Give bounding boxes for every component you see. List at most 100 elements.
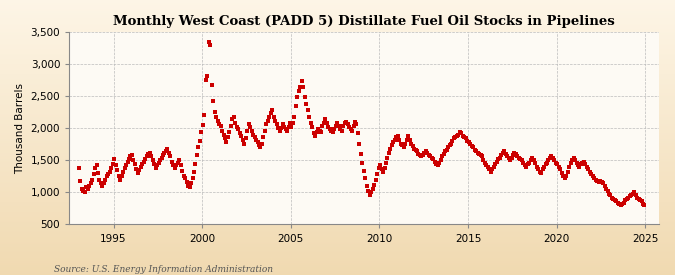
Point bbox=[539, 164, 549, 169]
Point bbox=[490, 162, 501, 166]
Bar bbox=[0, 7, 675, 9]
Point bbox=[520, 163, 531, 168]
Point bbox=[147, 158, 158, 163]
Bar bbox=[0, 127, 675, 128]
Point bbox=[439, 149, 450, 153]
Bar bbox=[0, 249, 675, 250]
Point bbox=[131, 167, 142, 172]
Point bbox=[412, 149, 423, 153]
Point bbox=[581, 164, 592, 169]
Bar bbox=[0, 183, 675, 184]
Point bbox=[270, 118, 281, 123]
Point bbox=[373, 166, 384, 170]
Point bbox=[610, 198, 620, 202]
Bar bbox=[0, 111, 675, 112]
Point bbox=[376, 167, 387, 172]
Point bbox=[536, 171, 547, 175]
Point bbox=[447, 139, 458, 143]
Bar bbox=[0, 101, 675, 102]
Bar bbox=[0, 119, 675, 120]
Point bbox=[358, 168, 369, 173]
Bar bbox=[0, 201, 675, 202]
Bar bbox=[0, 215, 675, 216]
Bar bbox=[0, 55, 675, 56]
Bar bbox=[0, 33, 675, 34]
Point bbox=[338, 123, 348, 128]
Bar bbox=[0, 237, 675, 238]
Point bbox=[506, 156, 517, 160]
Point bbox=[468, 145, 479, 150]
Bar bbox=[0, 45, 675, 46]
Point bbox=[138, 160, 149, 164]
Point bbox=[452, 134, 462, 138]
Bar bbox=[0, 194, 675, 196]
Bar bbox=[0, 81, 675, 82]
Point bbox=[478, 158, 489, 163]
Point bbox=[377, 170, 388, 174]
Point bbox=[549, 158, 560, 163]
Point bbox=[627, 191, 638, 196]
Bar bbox=[0, 30, 675, 31]
Point bbox=[259, 129, 270, 133]
Bar bbox=[0, 86, 675, 87]
Bar bbox=[0, 91, 675, 92]
Point bbox=[503, 156, 514, 160]
Bar bbox=[0, 160, 675, 161]
Bar bbox=[0, 260, 675, 261]
Point bbox=[128, 158, 139, 163]
Point bbox=[576, 162, 587, 166]
Bar bbox=[0, 26, 675, 27]
Point bbox=[348, 123, 359, 128]
Point bbox=[564, 164, 574, 169]
Point bbox=[459, 135, 470, 139]
Bar bbox=[0, 144, 675, 145]
Point bbox=[477, 154, 487, 159]
Point bbox=[88, 172, 99, 177]
Point bbox=[616, 203, 626, 207]
Point bbox=[110, 163, 121, 168]
Point bbox=[383, 150, 394, 155]
Bar bbox=[0, 157, 675, 158]
Bar bbox=[0, 85, 675, 86]
Point bbox=[472, 150, 483, 155]
Point bbox=[555, 167, 566, 172]
Bar bbox=[0, 95, 675, 96]
Bar bbox=[0, 125, 675, 126]
Point bbox=[450, 135, 461, 139]
Bar bbox=[0, 219, 675, 220]
Point bbox=[230, 121, 241, 125]
Bar bbox=[0, 186, 675, 187]
Bar bbox=[0, 230, 675, 231]
Point bbox=[382, 156, 393, 160]
Bar bbox=[0, 172, 675, 173]
Bar bbox=[0, 167, 675, 169]
Point bbox=[546, 154, 557, 159]
Point bbox=[428, 157, 439, 161]
Bar bbox=[0, 191, 675, 192]
Point bbox=[572, 163, 583, 168]
Point bbox=[499, 149, 510, 153]
Point bbox=[250, 138, 261, 142]
Point bbox=[283, 125, 294, 129]
Point bbox=[351, 122, 362, 127]
Point bbox=[273, 126, 284, 130]
Bar bbox=[0, 105, 675, 106]
Point bbox=[541, 161, 552, 165]
Point bbox=[413, 152, 424, 156]
Point bbox=[117, 170, 128, 174]
Point bbox=[352, 131, 363, 136]
Point bbox=[146, 154, 157, 159]
Bar bbox=[0, 265, 675, 266]
Point bbox=[462, 139, 472, 143]
Bar bbox=[0, 71, 675, 72]
Bar bbox=[0, 170, 675, 171]
Point bbox=[90, 166, 101, 170]
Bar bbox=[0, 135, 675, 136]
Bar bbox=[0, 134, 675, 135]
Point bbox=[86, 177, 97, 182]
Bar bbox=[0, 25, 675, 26]
Point bbox=[203, 40, 214, 45]
Point bbox=[109, 157, 119, 161]
Bar bbox=[0, 83, 675, 84]
Point bbox=[356, 152, 367, 156]
